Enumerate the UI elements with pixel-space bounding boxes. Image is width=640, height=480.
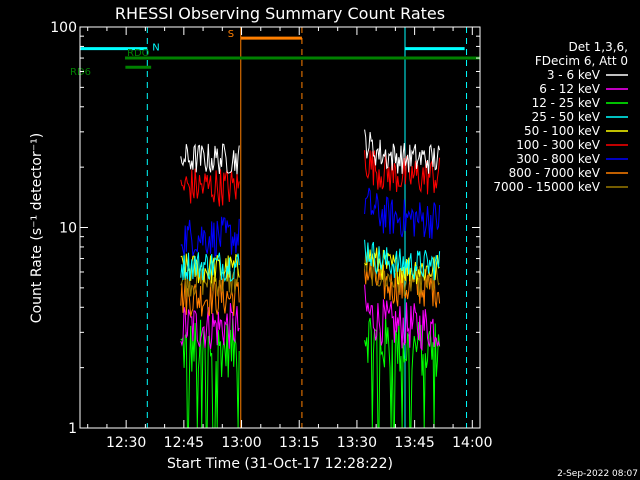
- series-trace: [364, 260, 441, 308]
- series-trace: [364, 129, 441, 174]
- series-trace: [180, 253, 240, 284]
- series-trace: [364, 187, 441, 239]
- footer-date: 2-Sep-2022 08:07: [557, 469, 638, 479]
- series-trace: [180, 216, 240, 258]
- legend-header-line-1: Det 1,3,6,: [569, 40, 629, 54]
- series-trace: [364, 284, 441, 351]
- y-tick-label: 100: [50, 20, 77, 36]
- legend-header-line-2: FDecim 6, Att 0: [535, 54, 628, 68]
- series-trace: [180, 143, 240, 175]
- series-trace: [180, 251, 240, 283]
- series-trace: [364, 150, 441, 195]
- s-flag-label: S: [228, 29, 234, 40]
- legend-entry-label: 6 - 12 keV: [539, 82, 601, 96]
- legend-entry-label: 300 - 800 keV: [516, 152, 600, 166]
- x-tick-label: 13:30: [337, 435, 377, 451]
- series-trace: [180, 168, 240, 207]
- n-flag-label: N: [152, 43, 159, 54]
- x-tick-label: 12:45: [164, 435, 204, 451]
- legend-entry-label: 50 - 100 keV: [524, 124, 601, 138]
- legend-entry-label: 25 - 50 keV: [532, 110, 601, 124]
- axis-layer: 12:30 12:45 13:00 13:15 13:30 13:45 14:00 1 10 10…: [50, 20, 492, 451]
- x-tick-label: 13:45: [394, 435, 434, 451]
- x-axis-label: Start Time (31-Oct-17 12:28:22): [167, 456, 393, 472]
- legend-entry-label: 3 - 6 keV: [547, 68, 601, 82]
- chart-title: RHESSI Observing Summary Count Rates: [115, 4, 445, 23]
- y-tick-label: 10: [59, 221, 77, 237]
- legend-entry-label: 12 - 25 keV: [532, 96, 601, 110]
- series-trace: [364, 244, 440, 285]
- rdo-flag-label: RDO: [127, 48, 150, 59]
- legend-entry-label: 100 - 300 keV: [516, 138, 600, 152]
- x-tick-label: 13:15: [279, 435, 319, 451]
- series-trace: [180, 278, 240, 317]
- rd6-flag-label: RD6: [70, 67, 91, 78]
- legend-entry-label: 800 - 7000 keV: [509, 166, 601, 180]
- x-tick-label: 13:00: [221, 435, 261, 451]
- series-trace: [364, 239, 441, 281]
- x-tick-label: 12:30: [106, 435, 146, 451]
- y-tick-label: 1: [68, 421, 77, 437]
- x-tick-label: 14:00: [452, 435, 492, 451]
- legend-entry-label: 7000 - 15000 keV: [493, 180, 600, 194]
- y-axis-label: Count Rate (s⁻¹ detector⁻¹): [29, 133, 45, 323]
